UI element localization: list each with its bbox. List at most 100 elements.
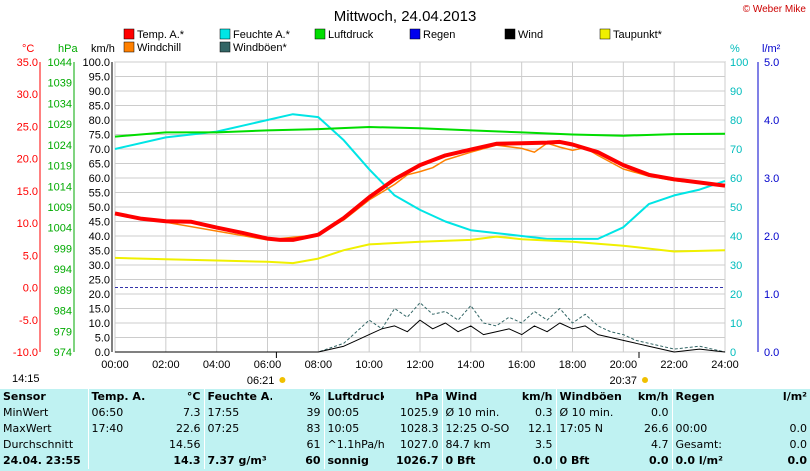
legend-label: Windböen*	[233, 42, 288, 54]
table-cell: 00:05	[327, 406, 360, 419]
pressure-unit-label: hPa	[58, 43, 78, 55]
table-cell: ^1.1hPa/h	[327, 438, 385, 451]
rain-tick-label: 0.0	[764, 347, 779, 359]
wind-tick-label: 25.0	[89, 275, 110, 287]
table-cell: 14.3	[146, 453, 205, 469]
wind-tick-label: 85.0	[89, 101, 110, 113]
table-cell: 0.0 l/m²	[675, 454, 723, 467]
humidity-tick-label: 70	[730, 144, 742, 156]
pressure-tick-label: 1029	[48, 119, 72, 131]
table-cell: MinWert	[0, 405, 89, 421]
chart-axes: 35.0 30.0 25.0 20.0 15.0 10.0 5.0 0.0 -5.0 -10.0 1…	[13, 43, 781, 387]
table-cell: 14.56	[146, 437, 205, 453]
pressure-tick-label: 974	[54, 347, 72, 359]
humidity-tick-label: 80	[730, 115, 742, 127]
wind-tick-label: 55.0	[89, 188, 110, 200]
table-cell: l/m²	[782, 390, 807, 403]
sunrise-label: 06:21	[247, 375, 275, 387]
legend-swatch	[314, 28, 326, 40]
table-cell: °C	[146, 389, 205, 405]
pressure-tick-label: 1039	[48, 78, 72, 90]
table-cell	[672, 405, 742, 421]
table-cell: 1025.9	[384, 405, 443, 421]
x-tick-label: 14:00	[457, 359, 485, 371]
x-tick-label: 06:00	[254, 359, 282, 371]
legend-swatch	[504, 28, 516, 40]
table-cell: Ø 10 min.	[559, 406, 614, 419]
table-cell: 17:55	[207, 406, 240, 419]
chart-title: Mittwoch, 24.04.2013	[334, 8, 477, 25]
chart-series	[114, 113, 726, 353]
table-cell: %	[272, 389, 325, 405]
table-header-row: Sensor Temp. A. °C Feuchte A.% Luftdruck hPa W…	[0, 389, 810, 405]
wind-tick-label: 100.0	[82, 57, 110, 69]
pressure-tick-label: 1004	[48, 223, 72, 235]
table-cell: 61	[272, 437, 325, 453]
pressure-tick-label: 1044	[48, 57, 72, 69]
table-cell: 0.0	[789, 438, 808, 451]
wind-tick-label: 90.0	[89, 86, 110, 98]
x-tick-label: 02:00	[152, 359, 180, 371]
table-cell: 17:05 N	[559, 422, 603, 435]
sunrise-sun-icon	[279, 377, 286, 383]
table-cell: Ø 10 min.	[445, 406, 500, 419]
pressure-tick-label: 984	[54, 306, 72, 318]
table-cell	[88, 453, 146, 469]
table-cell: Durchschnitt	[0, 437, 89, 453]
legend-label: Luftdruck	[328, 29, 374, 41]
table-cell: 10:05	[327, 422, 360, 435]
pressure-tick-label: 989	[54, 285, 72, 297]
wind-tick-label: 10.0	[89, 318, 110, 330]
temp-tick-label: 15.0	[17, 186, 38, 198]
humidity-tick-label: 90	[730, 86, 742, 98]
wind-tick-label: 20.0	[89, 289, 110, 301]
humidity-tick-label: 40	[730, 231, 742, 243]
table-cell: 1026.7	[384, 453, 443, 469]
table-cell: sonnig	[327, 454, 369, 467]
wind-tick-label: 95.0	[89, 72, 110, 84]
wind-tick-label: 0.0	[95, 347, 110, 359]
x-tick-label: 24:00	[711, 359, 739, 371]
wind-tick-label: 70.0	[89, 144, 110, 156]
sunset-sun-icon	[642, 377, 649, 383]
table-cell: 26.6	[626, 421, 673, 437]
weather-chart: 35.0 30.0 25.0 20.0 15.0 10.0 5.0 0.0 -5.0 -10.0 1…	[13, 4, 807, 387]
table-cell: 7.37 g/m³	[207, 454, 267, 467]
table-cell: Windböen	[559, 390, 622, 403]
table-cell: 0.0	[626, 405, 673, 421]
table-cell: Sensor	[0, 389, 89, 405]
x-tick-label: 08:00	[305, 359, 333, 371]
humidity-tick-label: 30	[730, 260, 742, 272]
start-marker-label: 14:15	[12, 373, 40, 385]
chart-grid	[114, 61, 726, 353]
temp-unit-label: °C	[22, 43, 34, 55]
table-row: MaxWert 17:40 22.6 07:25 83 10:05 1028.3 12:25 …	[0, 421, 810, 437]
table-row: Durchschnitt 14.56 61 ^1.1hPa/h 1027.0 84.7 k…	[0, 437, 810, 453]
table-cell: 3.5	[510, 437, 557, 453]
legend-swatch	[123, 41, 135, 53]
temp-tick-label: 30.0	[17, 89, 38, 101]
humidity-tick-label: 10	[730, 318, 742, 330]
table-cell: 0.0	[789, 422, 808, 435]
humidity-unit-label: %	[730, 43, 740, 55]
table-cell: 0.0	[510, 453, 557, 469]
wind-unit-label: km/h	[91, 43, 115, 55]
table-cell: 07:25	[207, 422, 240, 435]
table-cell: 0 Bft	[559, 454, 590, 467]
table-cell: 1028.3	[384, 421, 443, 437]
wind-tick-label: 60.0	[89, 173, 110, 185]
rain-tick-label: 5.0	[764, 57, 779, 69]
wind-tick-label: 35.0	[89, 246, 110, 258]
table-cell: km/h	[510, 389, 557, 405]
wind-tick-label: 50.0	[89, 202, 110, 214]
rain-unit-label: l/m²	[762, 43, 781, 55]
humidity-tick-label: 0	[730, 347, 736, 359]
legend-label: Temp. A.*	[137, 29, 185, 41]
table-cell: Feuchte A.	[207, 390, 273, 403]
rain-tick-label: 4.0	[764, 115, 779, 127]
wind-tick-label: 80.0	[89, 115, 110, 127]
legend-swatch	[219, 28, 231, 40]
humidity-tick-label: 100	[730, 57, 748, 69]
table-row: MinWert 06:50 7.3 17:55 39 00:05 1025.9 Ø 10 mi…	[0, 405, 810, 421]
table-cell	[204, 437, 272, 453]
